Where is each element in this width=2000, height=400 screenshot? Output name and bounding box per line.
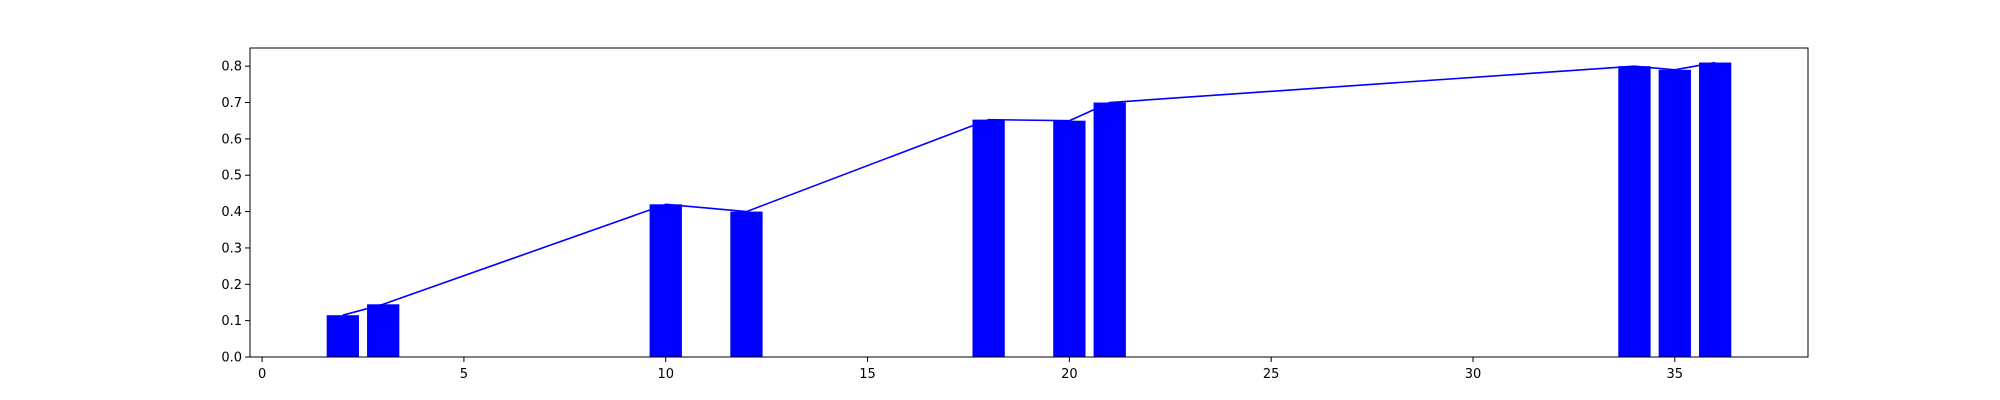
bars-layer	[326, 62, 1732, 358]
x-tick-label-3: 15	[859, 367, 876, 382]
y-tick-label-3: 0.3	[221, 241, 242, 256]
bar-7	[1618, 66, 1651, 358]
x-tick-label-1: 5	[460, 367, 468, 382]
y-tick-label-1: 0.1	[221, 314, 242, 329]
x-tick-label-7: 35	[1667, 367, 1684, 382]
y-tick-label-2: 0.2	[221, 278, 242, 293]
x-tick-label-5: 25	[1263, 367, 1280, 382]
y-tick-label-0: 0.0	[221, 351, 242, 366]
bar-6	[1093, 102, 1126, 357]
y-tick-label-7: 0.7	[221, 96, 242, 111]
y-axis-ticks: 0.0 0.1 0.2 0.3 0.4 0.5 0.6 0.7 0.8	[221, 60, 250, 366]
plot-area-background	[250, 48, 1808, 357]
bar-1	[367, 304, 400, 357]
x-tick-label-0: 0	[258, 367, 266, 382]
y-tick-label-8: 0.8	[221, 60, 242, 75]
y-tick-label-5: 0.5	[221, 169, 242, 184]
bar-9	[1699, 62, 1732, 357]
line-layer	[342, 61, 1716, 316]
x-tick-label-2: 10	[657, 367, 674, 382]
x-tick-label-6: 30	[1465, 367, 1482, 382]
bar-4	[972, 119, 1005, 358]
x-axis-ticks: 0 5 10 15 20 25 30 35	[258, 357, 1683, 382]
bar-0	[326, 315, 359, 357]
axes-frame	[249, 47, 1809, 358]
y-tick-label-6: 0.6	[221, 132, 242, 147]
bar-5	[1053, 120, 1086, 358]
y-tick-label-4: 0.4	[221, 205, 242, 220]
bar-3	[730, 211, 763, 357]
x-tick-label-4: 20	[1061, 367, 1078, 382]
bar-8	[1658, 69, 1691, 357]
bar-2	[649, 204, 682, 357]
trend-line	[342, 61, 1716, 316]
